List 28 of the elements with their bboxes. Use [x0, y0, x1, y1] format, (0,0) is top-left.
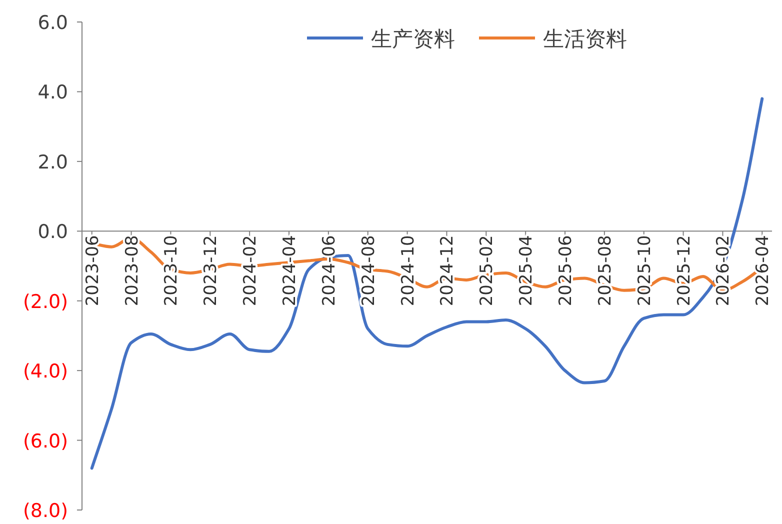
- x-tick-label: 2026-04: [753, 235, 774, 306]
- x-tick-label: 2025-08: [595, 235, 616, 306]
- x-tick-label: 2024-04: [280, 235, 300, 306]
- legend-label: 生产资料: [371, 27, 455, 51]
- y-tick-label: (2.0): [22, 290, 68, 313]
- y-tick-label: 4.0: [38, 82, 68, 104]
- x-tick-label: 2026-02: [714, 235, 734, 306]
- x-tick-label: 2024-10: [398, 235, 418, 306]
- y-tick-label: (8.0): [22, 500, 68, 522]
- x-tick-label: 2023-10: [162, 235, 182, 306]
- y-tick-label: (6.0): [22, 430, 68, 452]
- x-tick-label: 2023-06: [82, 235, 103, 306]
- legend-label: 生活资料: [543, 27, 627, 51]
- y-tick-label: 0.0: [38, 221, 68, 244]
- x-tick-label: 2024-12: [438, 235, 458, 306]
- x-tick-label: 2025-10: [634, 235, 655, 306]
- y-tick-label: 6.0: [38, 12, 68, 34]
- x-tick-label: 2025-12: [674, 235, 694, 306]
- x-tick-label: 2025-06: [556, 235, 576, 306]
- x-tick-label: 2023-12: [201, 235, 222, 306]
- x-tick-label: 2024-06: [319, 235, 340, 306]
- y-tick-label: 2.0: [38, 151, 68, 174]
- x-tick-label: 2025-02: [477, 235, 498, 306]
- y-tick-label: (4.0): [22, 360, 68, 383]
- x-tick-label: 2023-08: [122, 235, 142, 306]
- x-tick-label: 2024-08: [358, 235, 379, 306]
- x-tick-label: 2025-04: [516, 235, 537, 306]
- x-tick-label: 2024-02: [240, 235, 261, 306]
